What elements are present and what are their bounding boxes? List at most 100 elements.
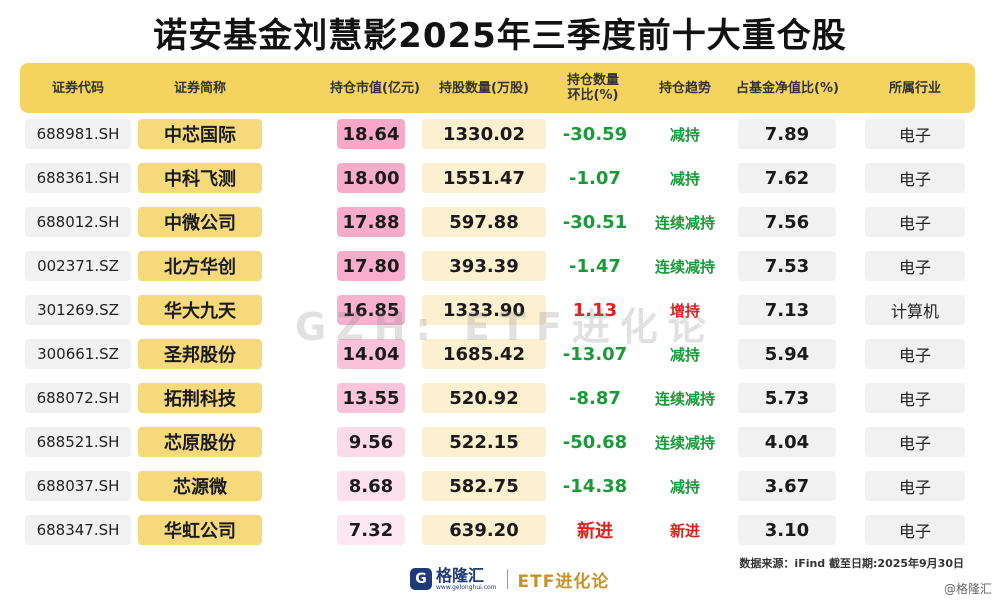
- holding-trend: 连续减持: [654, 433, 715, 452]
- share-quantity: 1330.02: [422, 119, 546, 149]
- industry: 电子: [865, 119, 965, 149]
- market-value: 18.00: [337, 163, 405, 193]
- security-name: 拓荆科技: [138, 383, 262, 413]
- page-title: 诺安基金刘慧影2025年三季度前十大重仓股: [153, 16, 847, 56]
- market-value: 14.04: [337, 339, 405, 369]
- nav-ratio: 4.04: [738, 427, 836, 457]
- nav-ratio: 7.89: [738, 119, 836, 149]
- security-name: 北方华创: [138, 251, 262, 281]
- table-row: 688037.SH 芯源微 8.68 582.75 -14.38 减持 3.67 电子: [0, 468, 1000, 504]
- holding-trend: 新进: [669, 521, 700, 540]
- nav-ratio: 7.53: [738, 251, 836, 281]
- footer-divider: [506, 569, 508, 589]
- table-row: 002371.SZ 北方华创 17.80 393.39 -1.47 连续减持 7.53 电子: [0, 248, 1000, 284]
- security-code: 301269.SZ: [25, 295, 131, 325]
- industry: 电子: [865, 339, 965, 369]
- nav-ratio: 7.13: [738, 295, 836, 325]
- quantity-change: -1.07: [569, 167, 621, 189]
- share-quantity: 1551.47: [422, 163, 546, 193]
- security-code: 688981.SH: [25, 119, 131, 149]
- share-quantity: 393.39: [422, 251, 546, 281]
- market-value: 18.64: [337, 119, 405, 149]
- security-code: 300661.SZ: [25, 339, 131, 369]
- quantity-change: -1.47: [569, 255, 621, 277]
- industry: 计算机: [865, 295, 965, 325]
- header-industry: 所属行业: [888, 80, 941, 96]
- share-quantity: 522.15: [422, 427, 546, 457]
- market-value: 7.32: [337, 515, 405, 545]
- quantity-change: -30.59: [562, 123, 628, 145]
- industry: 电子: [865, 515, 965, 545]
- security-code: 688521.SH: [25, 427, 131, 457]
- header-change: 持仓数量环比(%): [566, 73, 619, 103]
- holding-trend: 减持: [669, 125, 700, 144]
- header-trend: 持仓趋势: [658, 80, 711, 96]
- industry: 电子: [865, 471, 965, 501]
- security-name: 中科飞测: [138, 163, 262, 193]
- security-name: 芯源微: [138, 471, 262, 501]
- security-name: 中芯国际: [138, 119, 262, 149]
- table-row: 688521.SH 芯原股份 9.56 522.15 -50.68 连续减持 4.04 电子: [0, 424, 1000, 460]
- brand-name: ETF进化论: [517, 571, 610, 592]
- share-quantity: 639.20: [422, 515, 546, 545]
- holding-trend: 连续减持: [654, 213, 715, 232]
- market-value: 17.80: [337, 251, 405, 281]
- data-source: 数据来源：iFind 截至日期:2025年9月30日: [739, 557, 964, 570]
- market-value: 16.85: [337, 295, 405, 325]
- gelonghui-logo: 格隆汇 www.gelonghui.com: [436, 565, 497, 591]
- security-code: 688361.SH: [25, 163, 131, 193]
- nav-ratio: 3.67: [738, 471, 836, 501]
- logo-name: 格隆汇: [436, 565, 485, 585]
- holding-trend: 减持: [669, 477, 700, 496]
- nav-ratio: 7.56: [738, 207, 836, 237]
- nav-ratio: 5.73: [738, 383, 836, 413]
- footer-branding: G 格隆汇 www.gelonghui.com ETF进化论: [410, 566, 609, 592]
- security-code: 688012.SH: [25, 207, 131, 237]
- nav-ratio: 3.10: [738, 515, 836, 545]
- gelonghui-logo-icon: G: [410, 568, 432, 590]
- share-quantity: 582.75: [422, 471, 546, 501]
- table-row: 688072.SH 拓荆科技 13.55 520.92 -8.87 连续减持 5.73 电子: [0, 380, 1000, 416]
- header-nav-ratio: 占基金净值比(%): [736, 80, 839, 96]
- share-quantity: 1685.42: [422, 339, 546, 369]
- header-code: 证券代码: [51, 80, 104, 96]
- nav-ratio: 5.94: [738, 339, 836, 369]
- header-market-value: 持仓市值(亿元): [330, 80, 420, 96]
- holding-trend: 增持: [669, 301, 700, 320]
- security-name: 芯原股份: [138, 427, 262, 457]
- security-name: 圣邦股份: [138, 339, 262, 369]
- quantity-change: -30.51: [562, 211, 628, 233]
- market-value: 9.56: [337, 427, 405, 457]
- quantity-change: 新进: [577, 521, 613, 542]
- holding-trend: 连续减持: [654, 257, 715, 276]
- table-row: 688012.SH 中微公司 17.88 597.88 -30.51 连续减持 7.56 电子: [0, 204, 1000, 240]
- market-value: 13.55: [337, 383, 405, 413]
- holding-trend: 减持: [669, 345, 700, 364]
- quantity-change: -8.87: [569, 387, 621, 409]
- table-row: 301269.SZ 华大九天 16.85 1333.90 1.13 增持 7.13 计算机: [0, 292, 1000, 328]
- table-row: 688981.SH 中芯国际 18.64 1330.02 -30.59 减持 7.89 电子: [0, 116, 1000, 152]
- quantity-change: 1.13: [572, 299, 618, 321]
- security-name: 华大九天: [138, 295, 262, 325]
- industry: 电子: [865, 383, 965, 413]
- security-code: 002371.SZ: [25, 251, 131, 281]
- watermark: GZH: ETF进化论: [295, 305, 716, 349]
- logo-url: www.gelonghui.com: [436, 583, 497, 591]
- security-code: 688072.SH: [25, 383, 131, 413]
- security-code: 688037.SH: [25, 471, 131, 501]
- market-value: 17.88: [337, 207, 405, 237]
- header-quantity: 持股数量(万股): [439, 80, 529, 96]
- quantity-change: -14.38: [562, 475, 628, 497]
- share-quantity: 1333.90: [422, 295, 546, 325]
- table-header: 证券代码 证券简称 持仓市值(亿元) 持股数量(万股) 持仓数量环比(%) 持仓…: [20, 63, 975, 113]
- security-code: 688347.SH: [25, 515, 131, 545]
- industry: 电子: [865, 251, 965, 281]
- share-quantity: 597.88: [422, 207, 546, 237]
- security-name: 华虹公司: [138, 515, 262, 545]
- industry: 电子: [865, 427, 965, 457]
- security-name: 中微公司: [138, 207, 262, 237]
- quantity-change: -13.07: [562, 343, 628, 365]
- market-value: 8.68: [337, 471, 405, 501]
- table-row: 688347.SH 华虹公司 7.32 639.20 新进 新进 3.10 电子: [0, 512, 1000, 548]
- header-name: 证券简称: [173, 80, 226, 96]
